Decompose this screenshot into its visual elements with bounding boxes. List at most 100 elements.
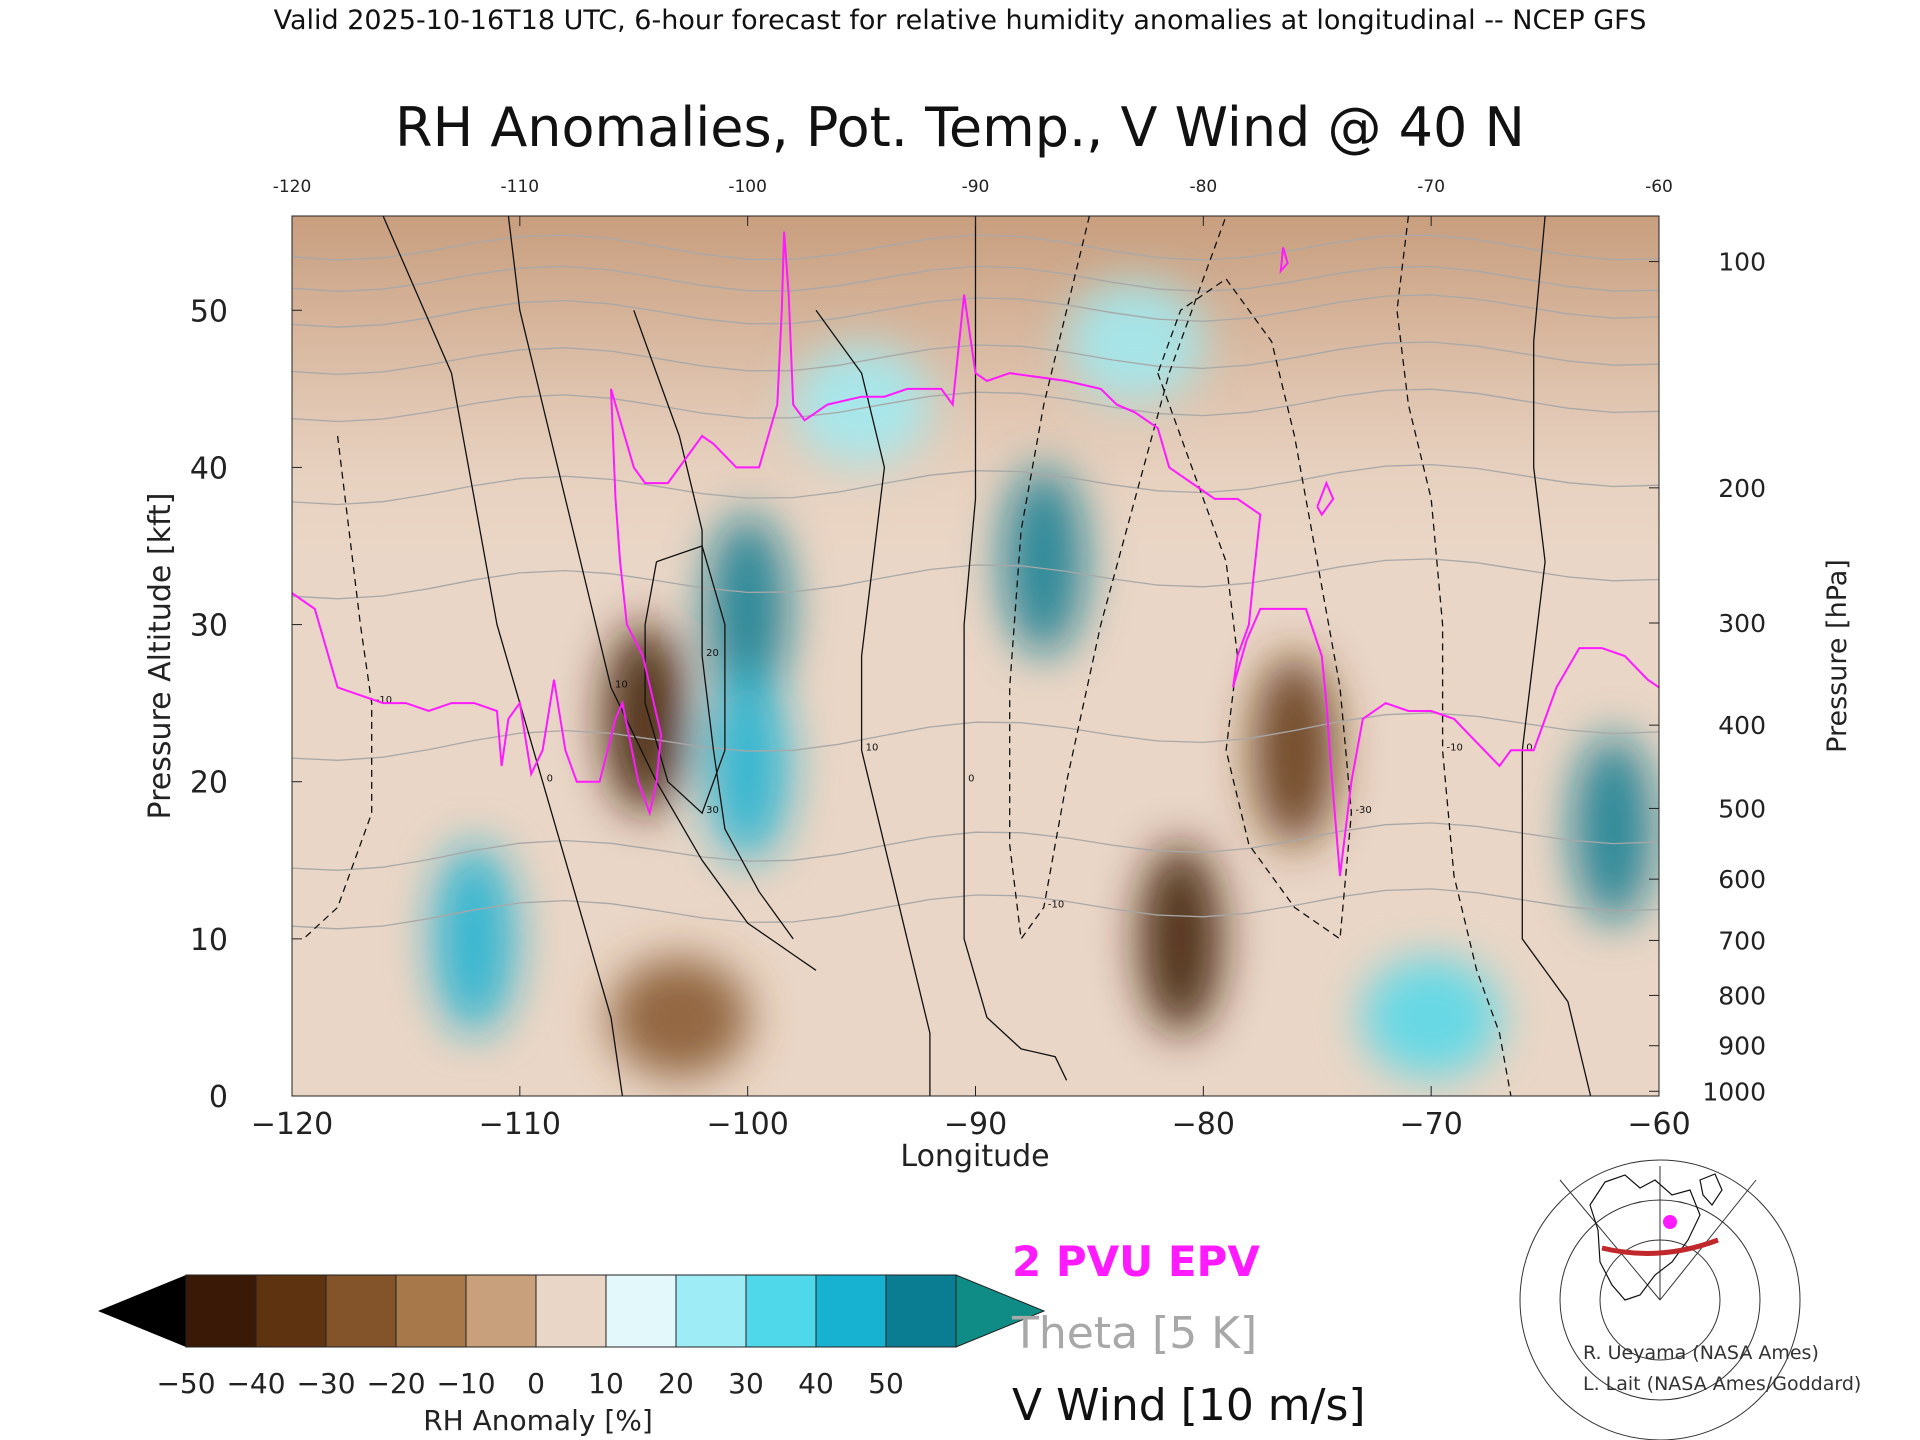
y-tick-label: 20 bbox=[190, 766, 228, 801]
top-tick-label: -120 bbox=[273, 177, 312, 197]
x-axis: −120 −110 −100 −90 −80 −70 −60 bbox=[251, 1086, 1691, 1142]
rh-anomaly-blob bbox=[1001, 466, 1086, 657]
v-wind-contour-label: -10 bbox=[1447, 742, 1463, 753]
x-tick-label: −110 bbox=[479, 1107, 561, 1142]
rh-anomaly-field bbox=[432, 281, 1656, 1078]
rh-anomaly-blob bbox=[432, 843, 517, 1034]
colorbar-swatch bbox=[465, 1274, 537, 1348]
colorbar-swatch bbox=[605, 1274, 677, 1348]
colorbar: −50 −40 −30 −20 −10 0 10 20 30 40 50 bbox=[98, 1274, 1046, 1400]
legend-theta: Theta [5 K] bbox=[1011, 1308, 1257, 1359]
top-tick-label: -80 bbox=[1189, 177, 1217, 197]
rh-anomaly-blob bbox=[1571, 733, 1656, 924]
pressure-tick-label: 300 bbox=[1718, 609, 1766, 638]
v-wind-contour bbox=[1157, 278, 1353, 941]
legend-vwind: V Wind [10 m/s] bbox=[1012, 1380, 1366, 1431]
colorbar-swatch bbox=[325, 1274, 397, 1348]
colorbar-tick-label: 30 bbox=[728, 1367, 764, 1400]
rh-anomaly-blob bbox=[705, 671, 790, 861]
theta-contour bbox=[292, 558, 1659, 600]
colorbar-tick-label: −20 bbox=[366, 1367, 425, 1400]
pressure-tick-label: 600 bbox=[1718, 865, 1766, 894]
locator-meridian bbox=[1659, 1179, 1757, 1301]
colorbar-swatch bbox=[535, 1274, 607, 1348]
colorbar-tick-label: 40 bbox=[798, 1367, 834, 1400]
chart-title: RH Anomalies, Pot. Temp., V Wind @ 40 N bbox=[395, 96, 1525, 159]
v-wind-contour bbox=[633, 310, 794, 940]
rh-anomaly-blob bbox=[1064, 281, 1205, 402]
locator-coastline bbox=[1699, 1173, 1723, 1206]
colorbar-tick-label: 10 bbox=[588, 1367, 624, 1400]
colorbar-swatch bbox=[395, 1274, 467, 1348]
pressure-tick-label: 900 bbox=[1718, 1032, 1766, 1061]
x-tick-label: −90 bbox=[944, 1107, 1007, 1142]
v-wind-contour-label: 0 bbox=[968, 774, 974, 785]
top-tick-label: -90 bbox=[962, 177, 990, 197]
pressure-tick-label: 500 bbox=[1718, 794, 1766, 823]
v-wind-contour bbox=[644, 545, 726, 815]
pressure-tick-label: 800 bbox=[1718, 981, 1766, 1010]
rh-anomaly-blob bbox=[609, 957, 750, 1078]
rh-anomaly-blob bbox=[705, 513, 790, 704]
locator-marker bbox=[1663, 1215, 1677, 1229]
v-wind-contour-label: 10 bbox=[866, 742, 879, 753]
credit-line-1: R. Ueyama (NASA Ames) bbox=[1583, 1342, 1819, 1364]
y-axis-label-left: Pressure Altitude [kft] bbox=[143, 493, 178, 820]
x-tick-label: −60 bbox=[1627, 1107, 1690, 1142]
v-wind-contour bbox=[382, 216, 624, 1096]
colorbar-swatch bbox=[255, 1274, 327, 1348]
legend-pvu: 2 PVU EPV bbox=[1012, 1237, 1260, 1286]
plot-area: 0 10 20 30 10 0 -10 -30 -10 0 -10 bbox=[292, 216, 1659, 1096]
colorbar-swatch bbox=[885, 1274, 957, 1348]
v-wind-contour-label: -10 bbox=[1048, 899, 1064, 910]
x-tick-label: −80 bbox=[1172, 1107, 1235, 1142]
locator-latitude-ring bbox=[1519, 1159, 1801, 1440]
pv2-line-path bbox=[292, 231, 1659, 877]
colorbar-swatch bbox=[815, 1274, 887, 1348]
v-wind-contour bbox=[507, 216, 817, 971]
top-tick-label: -110 bbox=[501, 177, 540, 197]
pressure-tick-label: 1000 bbox=[1702, 1077, 1766, 1106]
y-axis-right: 100 200 300 400 500 600 700 800 900 1000 bbox=[1649, 248, 1766, 1106]
locator-track-40n bbox=[1601, 1237, 1719, 1256]
colorbar-tick-label: −50 bbox=[156, 1367, 215, 1400]
locator-coastline bbox=[1589, 1174, 1701, 1301]
colorbar-swatch bbox=[675, 1274, 747, 1348]
locator-map-bg bbox=[1558, 1166, 1758, 1318]
y-axis-label-right: Pressure [hPa] bbox=[1822, 559, 1853, 753]
top-tick-label: -70 bbox=[1417, 177, 1445, 197]
locator-meridian bbox=[1559, 1179, 1661, 1301]
y-tick-label: 40 bbox=[190, 451, 228, 486]
rh-anomaly-blob bbox=[603, 623, 688, 814]
header-text: Valid 2025-10-16T18 UTC, 6-hour forecast… bbox=[274, 5, 1647, 36]
top-axis: -120 -110 -100 -90 -80 -70 -60 bbox=[273, 177, 1673, 226]
pv2-line-blip bbox=[1279, 247, 1289, 275]
x-tick-label: −100 bbox=[706, 1107, 788, 1142]
colorbar-tick-label: −10 bbox=[436, 1367, 495, 1400]
x-tick-label: −70 bbox=[1400, 1107, 1463, 1142]
pv2-line bbox=[292, 231, 1659, 877]
pv2-line-blip bbox=[1316, 480, 1335, 517]
theta-contour bbox=[292, 822, 1659, 871]
theta-contour bbox=[292, 888, 1659, 930]
v-wind-contour bbox=[302, 435, 373, 940]
v-wind-contour bbox=[815, 309, 931, 1096]
top-tick-label: -60 bbox=[1645, 177, 1673, 197]
v-wind-contour-label: 0 bbox=[547, 774, 553, 785]
rh-anomaly-blob bbox=[791, 344, 932, 465]
v-wind-contour-label: 30 bbox=[706, 805, 719, 816]
rh-anomaly-blob bbox=[1361, 957, 1502, 1078]
v-wind-contour-label: 0 bbox=[1526, 742, 1532, 753]
colorbar-over-arrow bbox=[955, 1274, 1046, 1348]
colorbar-swatch bbox=[185, 1274, 257, 1348]
colorbar-label: RH Anomaly [%] bbox=[423, 1404, 653, 1437]
rh-anomaly-blob bbox=[1138, 843, 1223, 1034]
locator-map bbox=[1519, 1159, 1801, 1440]
y-tick-label: 30 bbox=[190, 609, 228, 644]
colorbar-tick-label: −30 bbox=[296, 1367, 355, 1400]
colorbar-swatch bbox=[745, 1274, 817, 1348]
y-tick-label: 0 bbox=[209, 1080, 228, 1115]
v-wind-contour-label: -10 bbox=[376, 695, 392, 706]
